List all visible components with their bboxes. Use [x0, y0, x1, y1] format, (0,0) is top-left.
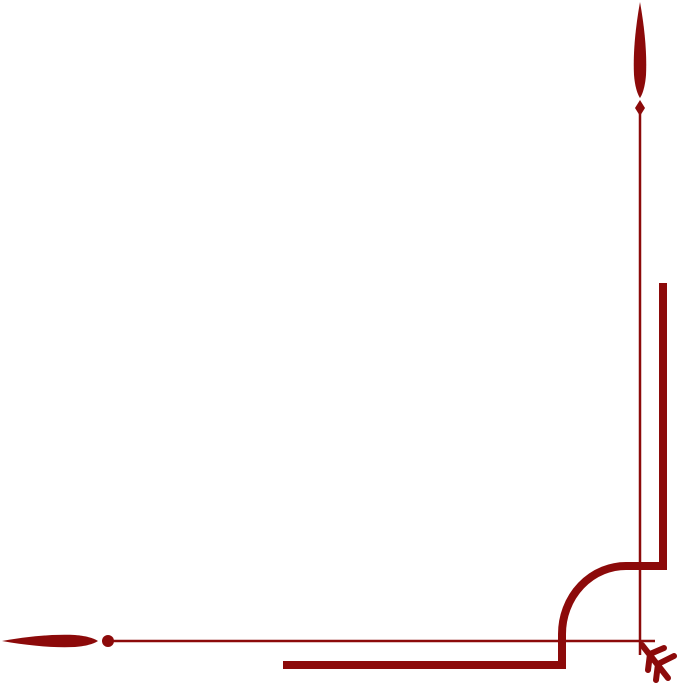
top-knot	[635, 100, 645, 116]
ornament	[2, 2, 647, 648]
top-spear	[633, 2, 647, 98]
arrow-feathers	[639, 642, 677, 683]
lines	[112, 112, 677, 683]
left-knot	[102, 635, 114, 647]
left-spear	[2, 634, 98, 648]
thick-border	[283, 283, 667, 669]
